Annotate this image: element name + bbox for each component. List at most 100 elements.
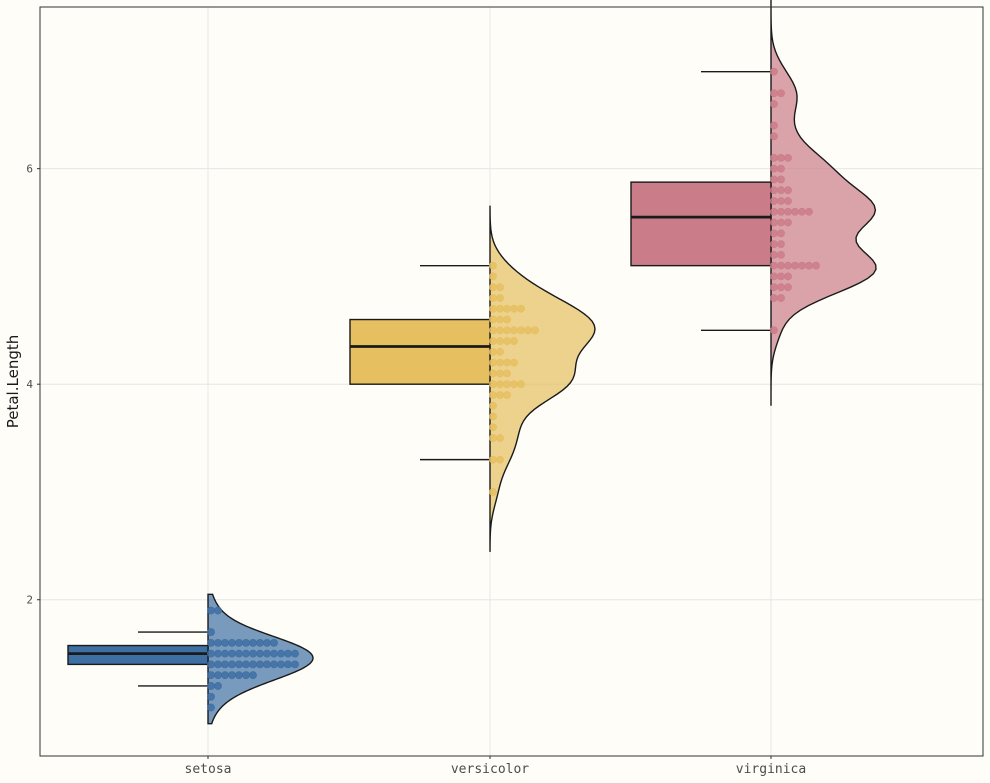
dot-versicolor — [503, 369, 511, 378]
dot-virginica — [777, 218, 785, 227]
dot-versicolor — [489, 380, 497, 389]
dot-setosa — [207, 638, 215, 647]
dot-versicolor — [489, 347, 497, 356]
dot-versicolor — [517, 304, 525, 313]
dot-setosa — [249, 660, 257, 669]
dot-virginica — [770, 272, 778, 281]
dot-setosa — [207, 649, 215, 658]
dot-setosa — [263, 638, 271, 647]
dot-versicolor — [489, 423, 497, 432]
dot-versicolor — [496, 434, 504, 442]
dot-setosa — [270, 660, 278, 669]
dot-setosa — [284, 660, 292, 669]
dot-setosa — [277, 649, 285, 658]
dot-setosa — [242, 649, 250, 658]
dot-versicolor — [489, 369, 497, 378]
dot-virginica — [770, 197, 778, 205]
dot-virginica — [770, 186, 778, 195]
dot-virginica — [791, 207, 799, 216]
dot-virginica — [784, 207, 792, 216]
dot-setosa — [207, 660, 215, 669]
dot-versicolor — [489, 283, 497, 292]
dot-versicolor — [489, 304, 497, 313]
dot-virginica — [784, 186, 792, 195]
dot-versicolor — [531, 326, 539, 335]
dot-versicolor — [503, 337, 511, 345]
dot-versicolor — [489, 337, 497, 345]
dot-setosa — [249, 671, 257, 680]
dot-virginica — [770, 229, 778, 238]
dot-virginica — [770, 132, 778, 141]
density-setosa — [207, 593, 314, 725]
dot-versicolor — [503, 315, 511, 324]
dot-versicolor — [489, 434, 497, 442]
dot-setosa — [207, 606, 215, 615]
dot-versicolor — [496, 337, 504, 345]
dot-virginica — [777, 250, 785, 259]
dot-versicolor — [496, 380, 504, 389]
dot-versicolor — [496, 326, 504, 335]
group-versicolor — [349, 205, 596, 553]
dot-virginica — [770, 294, 778, 302]
dot-versicolor — [489, 358, 497, 367]
dot-setosa — [214, 649, 222, 658]
dot-versicolor — [496, 315, 504, 324]
dot-virginica — [770, 207, 778, 216]
dot-setosa — [214, 638, 222, 647]
x-axis: setosa versicolor virginica — [185, 756, 806, 777]
dot-versicolor — [510, 326, 518, 335]
dot-setosa — [256, 638, 264, 647]
dot-virginica — [777, 175, 785, 184]
dot-versicolor — [496, 283, 504, 292]
dot-versicolor — [489, 391, 497, 399]
dot-setosa — [207, 671, 215, 680]
dot-virginica — [770, 326, 778, 335]
dot-virginica — [770, 153, 778, 162]
dot-virginica — [770, 250, 778, 259]
dot-versicolor — [489, 401, 497, 410]
y-tick-label: 4 — [26, 378, 33, 391]
dot-virginica — [805, 261, 813, 270]
dot-setosa — [221, 649, 229, 658]
dot-virginica — [777, 240, 785, 248]
dot-setosa — [242, 660, 250, 669]
dot-virginica — [770, 164, 778, 173]
y-axis: 2 4 6 — [26, 163, 40, 607]
dot-setosa — [228, 660, 236, 669]
dot-setosa — [221, 660, 229, 669]
dot-setosa — [228, 638, 236, 647]
dot-virginica — [777, 261, 785, 270]
dot-virginica — [812, 261, 820, 270]
dot-virginica — [770, 67, 778, 76]
dot-virginica — [770, 89, 778, 98]
dot-versicolor — [489, 455, 497, 464]
dot-virginica — [777, 294, 785, 302]
dot-virginica — [777, 283, 785, 292]
dot-versicolor — [489, 326, 497, 335]
dot-setosa — [214, 606, 222, 615]
box-versicolor — [349, 318, 491, 385]
dot-virginica — [777, 272, 785, 281]
dot-versicolor — [503, 380, 511, 389]
panel-border — [39, 6, 984, 757]
dot-setosa — [235, 649, 243, 658]
dot-versicolor — [489, 412, 497, 421]
x-tick-label-virginica: virginica — [736, 762, 806, 777]
dot-setosa — [207, 692, 215, 701]
dot-versicolor — [510, 380, 518, 389]
dot-versicolor — [496, 347, 504, 356]
dot-versicolor — [496, 455, 504, 464]
dot-virginica — [784, 197, 792, 205]
dot-versicolor — [503, 326, 511, 335]
dot-versicolor — [510, 304, 518, 313]
dot-setosa — [277, 660, 285, 669]
dot-virginica — [784, 283, 792, 292]
dot-setosa — [207, 703, 215, 712]
dot-setosa — [235, 671, 243, 680]
dot-setosa — [291, 649, 299, 658]
dot-setosa — [270, 649, 278, 658]
dot-virginica — [777, 164, 785, 173]
dot-versicolor — [517, 326, 525, 335]
dot-setosa — [207, 682, 215, 690]
dot-setosa — [270, 638, 278, 647]
